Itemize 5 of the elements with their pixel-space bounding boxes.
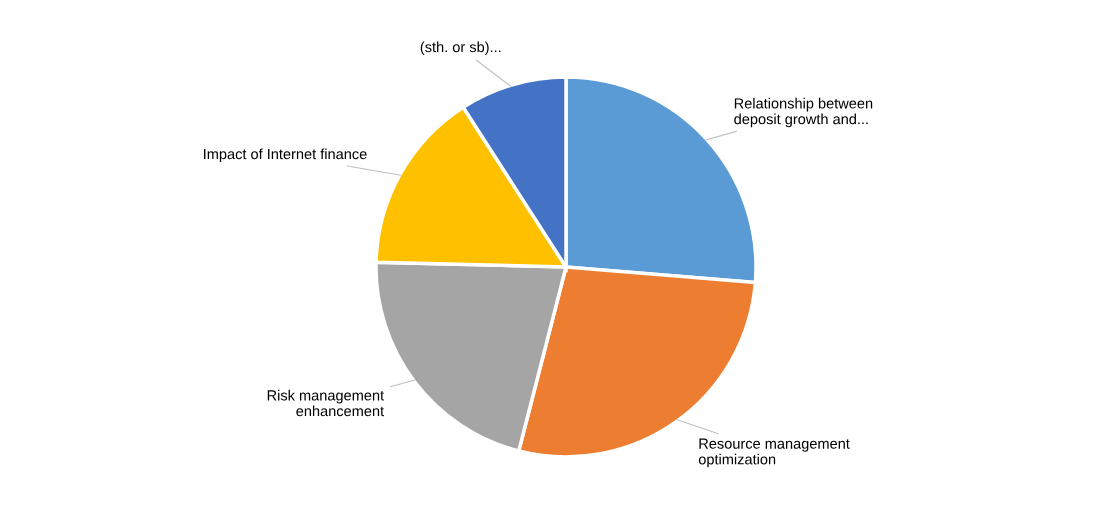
slice-label: Impact of Internet finance: [204, 148, 367, 163]
slice-label: Resource management optimization: [698, 438, 850, 468]
slice-label: (sth. or sb)...: [420, 41, 501, 56]
slice-label: Risk management enhancement: [267, 389, 384, 417]
slice-label: Relationship between deposit growth and...: [734, 97, 873, 128]
